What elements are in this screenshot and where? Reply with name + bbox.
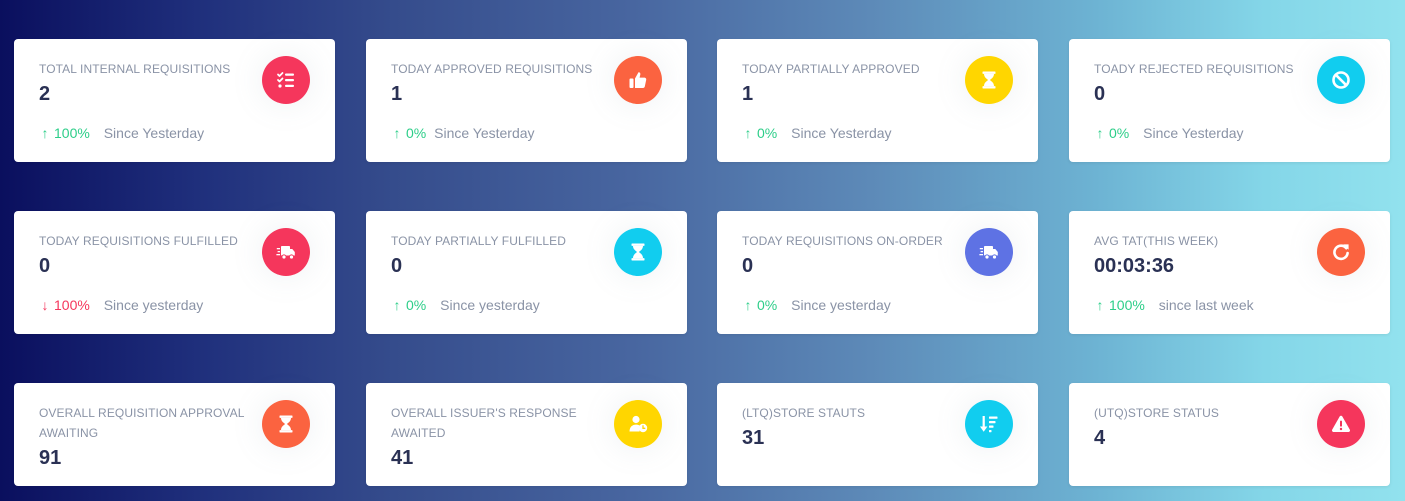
card-footer: ↑ 100% since last week [1094, 296, 1254, 314]
card-footer: ↑ 0% Since Yesterday [391, 124, 535, 142]
refresh-icon [1317, 228, 1365, 276]
card-footer: ↑ 0% Since Yesterday [742, 124, 892, 142]
user-clock-icon [614, 400, 662, 448]
stat-card-overall-requisition-approval-awaiting: OVERALL REQUISITION APPROVAL AWAITING 91 [14, 383, 335, 486]
change-period: Since Yesterday [103, 125, 205, 141]
stat-card-overall-issuers-response-awaited: OVERALL ISSUER'S RESPONSE AWAITED 41 [366, 383, 687, 486]
hourglass-icon [965, 56, 1013, 104]
card-footer: ↑ 100% Since Yesterday [39, 124, 205, 142]
card-footer: ↑ 0% Since Yesterday [1094, 124, 1244, 142]
stat-card-today-partially-fulfilled: TODAY PARTIALLY FULFILLED 0 ↑ 0% Since ye… [366, 211, 687, 334]
stat-card-today-requisitions-fulfilled: TODAY REQUISITIONS FULFILLED 0 ↓ 100% Sin… [14, 211, 335, 334]
card-value: 41 [391, 447, 414, 469]
card-value: 1 [391, 83, 403, 105]
shipping-truck-icon [965, 228, 1013, 276]
change-period: Since yesterday [103, 297, 204, 313]
ban-icon [1317, 56, 1365, 104]
card-footer: ↓ 100% Since yesterday [39, 296, 204, 314]
change-indicator: ↑ 0% [1094, 125, 1130, 141]
shipping-truck-icon [262, 228, 310, 276]
card-value: 2 [39, 83, 51, 105]
arrow-up-icon: ↑ [1096, 297, 1104, 313]
change-period: Since yesterday [791, 297, 891, 313]
card-footer: ↑ 0% Since yesterday [391, 296, 540, 314]
card-value: 4 [1094, 427, 1106, 449]
card-title: (UTQ)STORE STATUS [1094, 406, 1220, 420]
card-value: 0 [39, 255, 51, 277]
change-period: Since yesterday [440, 297, 540, 313]
thumbs-up-icon [614, 56, 662, 104]
card-value: 1 [742, 83, 754, 105]
checklist-icon [262, 56, 310, 104]
arrow-up-icon: ↑ [744, 125, 752, 141]
stat-card-today-partially-approved: TODAY PARTIALLY APPROVED 1 ↑ 0% Since Yes… [717, 39, 1038, 162]
hourglass-icon [614, 228, 662, 276]
change-period: Since Yesterday [791, 125, 892, 141]
stat-card-ltq-store-status: (LTQ)STORE STAUTS 31 [717, 383, 1038, 486]
arrow-up-icon: ↑ [393, 125, 401, 141]
card-title: TOADY REJECTED REQUISITIONS [1094, 62, 1294, 76]
card-title: AVG TAT(THIS WEEK) [1094, 234, 1219, 248]
card-title: OVERALL REQUISITION APPROVAL AWAITING [39, 406, 245, 440]
card-title: TODAY PARTIALLY APPROVED [742, 62, 920, 76]
stat-card-today-rejected-requisitions: TOADY REJECTED REQUISITIONS 0 ↑ 0% Since … [1069, 39, 1390, 162]
change-indicator: ↑ 0% [742, 297, 778, 313]
stat-card-today-approved-requisitions: TODAY APPROVED REQUISITIONS 1 ↑ 0% Since … [366, 39, 687, 162]
change-percent: 100% [54, 297, 90, 313]
arrow-up-icon: ↑ [393, 297, 401, 313]
change-percent: 100% [1109, 297, 1145, 313]
card-title: (LTQ)STORE STAUTS [742, 406, 866, 420]
card-value: 0 [742, 255, 754, 277]
card-footer: ↑ 0% Since yesterday [742, 296, 891, 314]
warning-icon [1317, 400, 1365, 448]
change-period: since last week [1158, 297, 1254, 313]
sort-amount-down-icon [965, 400, 1013, 448]
card-value: 31 [742, 427, 765, 449]
stat-card-avg-tat-this-week: AVG TAT(THIS WEEK) 00:03:36 ↑ 100% since … [1069, 211, 1390, 334]
arrow-down-icon: ↓ [41, 297, 49, 313]
change-percent: 0% [757, 125, 778, 141]
change-percent: 0% [1109, 125, 1130, 141]
card-title: TODAY REQUISITIONS FULFILLED [39, 234, 238, 248]
change-percent: 100% [54, 125, 90, 141]
change-indicator: ↑ 100% [39, 125, 90, 141]
change-period: Since Yesterday [1143, 125, 1244, 141]
change-indicator: ↑ 0% [391, 125, 427, 141]
change-indicator: ↓ 100% [39, 297, 90, 313]
change-indicator: ↑ 0% [742, 125, 778, 141]
card-title: TODAY PARTIALLY FULFILLED [391, 234, 567, 248]
card-title: TODAY REQUISITIONS ON-ORDER [742, 234, 943, 248]
card-title: OVERALL ISSUER'S RESPONSE AWAITED [391, 406, 577, 440]
card-title: TOTAL INTERNAL REQUISITIONS [39, 62, 231, 76]
change-indicator: ↑ 0% [391, 297, 427, 313]
change-percent: 0% [406, 125, 427, 141]
change-period: Since Yesterday [434, 125, 535, 141]
change-percent: 0% [406, 297, 427, 313]
hourglass-icon [262, 400, 310, 448]
card-value: 0 [391, 255, 403, 277]
arrow-up-icon: ↑ [1096, 125, 1104, 141]
arrow-up-icon: ↑ [41, 125, 49, 141]
card-value: 91 [39, 447, 62, 469]
stat-card-today-requisitions-on-order: TODAY REQUISITIONS ON-ORDER 0 ↑ 0% Since … [717, 211, 1038, 334]
stat-card-total-internal-requisitions: TOTAL INTERNAL REQUISITIONS 2 ↑ 100% Sinc… [14, 39, 335, 162]
card-title: TODAY APPROVED REQUISITIONS [391, 62, 593, 76]
card-value: 0 [1094, 83, 1106, 105]
stat-card-utq-store-status: (UTQ)STORE STATUS 4 [1069, 383, 1390, 486]
card-value: 00:03:36 [1094, 255, 1175, 277]
change-percent: 0% [757, 297, 778, 313]
arrow-up-icon: ↑ [744, 297, 752, 313]
change-indicator: ↑ 100% [1094, 297, 1145, 313]
